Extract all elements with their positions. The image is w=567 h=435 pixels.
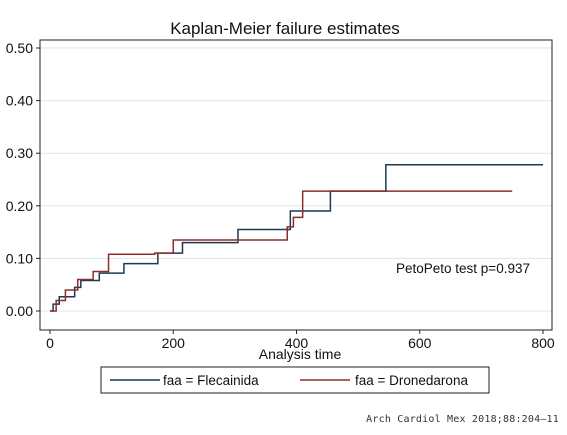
- legend-label-flecainida: faa = Flecainida: [163, 373, 259, 388]
- y-tick-label: 0.20: [6, 198, 33, 214]
- annotation-peto: PetoPeto test p=0.937: [396, 261, 530, 276]
- x-axis-label: Analysis time: [259, 346, 342, 362]
- gridlines: [40, 47, 552, 312]
- y-tick-label: 0.40: [6, 93, 33, 109]
- y-tick-label: 0.30: [6, 145, 33, 161]
- legend: faa = Flecainida faa = Dronedarona: [100, 366, 490, 394]
- series-line-flecainida: [50, 164, 543, 312]
- x-tick-label: 800: [531, 335, 555, 351]
- x-tick-label: 200: [162, 335, 186, 351]
- axes: 0.00 0.10 0.20 0.30 0.40 0.50 0 200 400 600 800: [6, 39, 555, 351]
- x-tick-label: 0: [46, 335, 54, 351]
- series-lines: [50, 164, 543, 312]
- series-line-dronedarona: [50, 190, 513, 312]
- plot-area: [40, 40, 552, 330]
- legend-box: [100, 366, 490, 394]
- legend-label-dronedarona: faa = Dronedarona: [355, 373, 468, 388]
- y-tick-label: 0.10: [6, 250, 33, 266]
- chart-title: Kaplan-Meier failure estimates: [170, 19, 400, 38]
- y-tick-label: 0.00: [6, 303, 33, 319]
- y-tick-label: 0.50: [6, 40, 33, 56]
- citation-footer: Arch Cardiol Mex 2018;88:204–11: [366, 414, 559, 425]
- x-tick-label: 600: [408, 335, 432, 351]
- x-tick-label: 400: [285, 335, 309, 351]
